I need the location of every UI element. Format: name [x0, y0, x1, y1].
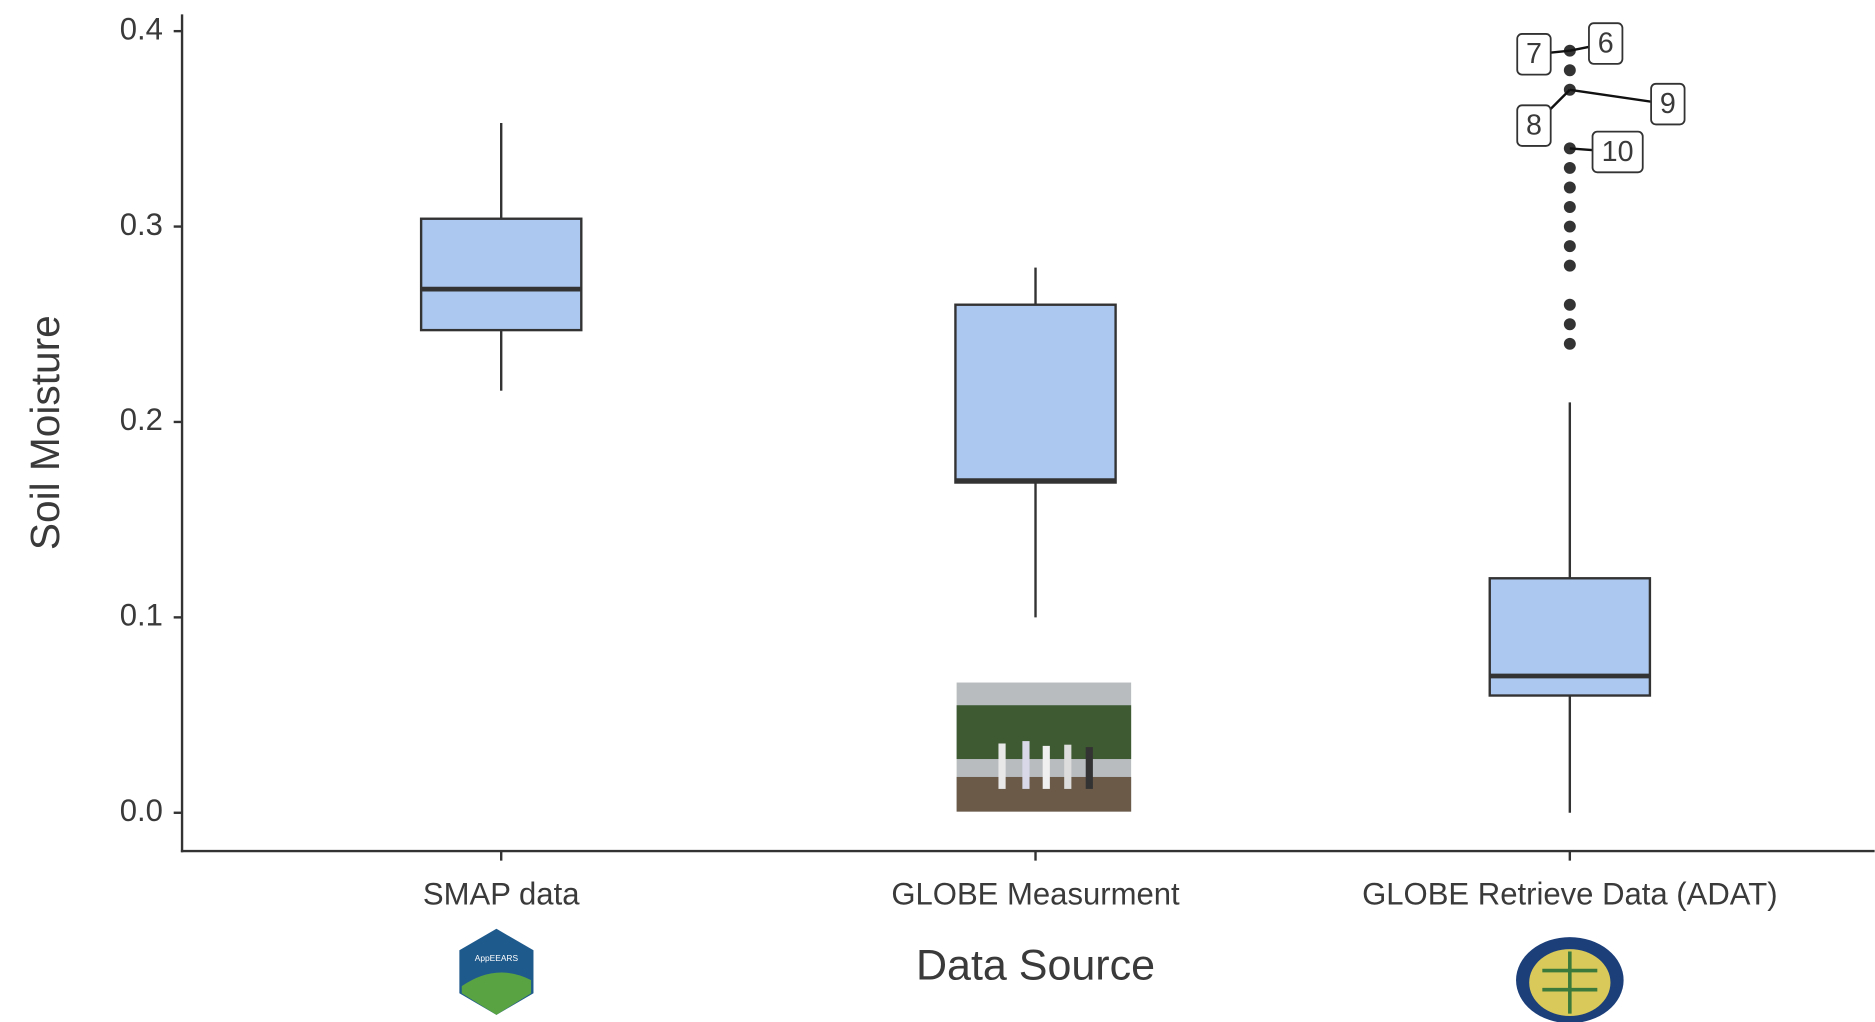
- outlier: [1564, 221, 1576, 233]
- page: {"chart_data": { "type": "box", "x_label…: [0, 0, 1875, 1022]
- box: [955, 305, 1115, 483]
- svg-text:AppEEARS: AppEEARS: [475, 953, 519, 963]
- point-label: 7: [1526, 38, 1542, 70]
- outlier: [1564, 260, 1576, 272]
- x-axis-title: Data Source: [916, 942, 1155, 990]
- point-label: 8: [1526, 109, 1542, 141]
- y-tick-label: 0.2: [120, 402, 163, 437]
- outlier: [1564, 64, 1576, 76]
- y-tick-label: 0.4: [120, 11, 163, 46]
- outlier: [1564, 338, 1576, 350]
- y-tick-label: 0.3: [120, 207, 163, 242]
- point-label: 9: [1660, 88, 1676, 120]
- outlier: [1564, 181, 1576, 193]
- y-tick-label: 0.1: [120, 598, 163, 633]
- point-label: 6: [1598, 27, 1614, 59]
- outlier: [1564, 201, 1576, 213]
- outlier: [1564, 240, 1576, 252]
- globe-photo: [957, 683, 1132, 812]
- outlier: [1564, 318, 1576, 330]
- globe-logo: [1516, 937, 1624, 1022]
- y-axis-title: Soil Moisture: [22, 315, 68, 550]
- x-tick-label: SMAP data: [423, 877, 580, 912]
- outlier: [1564, 299, 1576, 311]
- outlier: [1564, 162, 1576, 174]
- box: [421, 219, 581, 330]
- y-tick-label: 0.0: [120, 793, 163, 828]
- point-label: 10: [1602, 136, 1634, 168]
- chart: Soil Moisture Data Source AppEEARS 0.0 0.…: [0, 0, 1875, 1022]
- x-tick-label: GLOBE Measurment: [891, 877, 1180, 912]
- appeears-logo: AppEEARS: [459, 929, 533, 1015]
- x-tick-label: GLOBE Retrieve Data (ADAT): [1362, 877, 1777, 912]
